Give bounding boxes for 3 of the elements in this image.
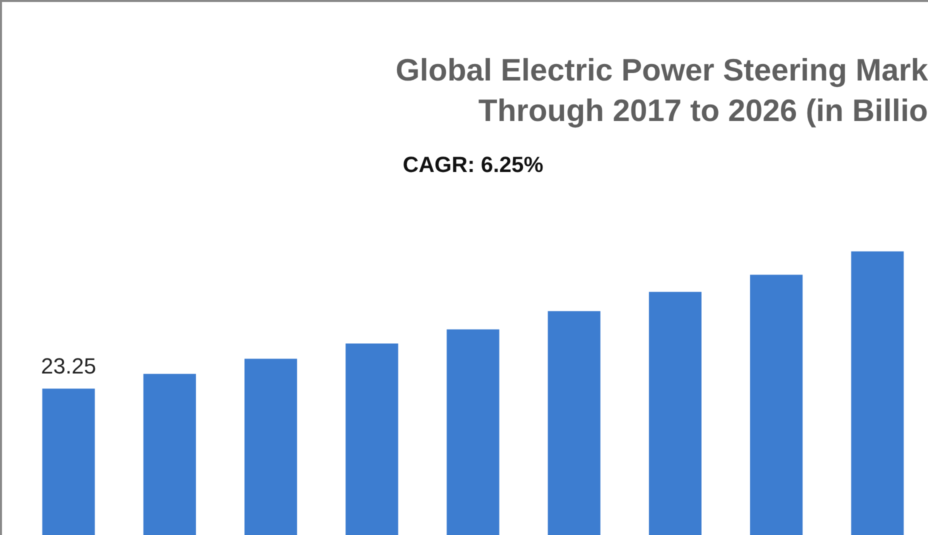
data-label: 23.25	[41, 354, 96, 379]
chart-subtitle: CAGR: 6.25%	[402, 152, 544, 177]
chart-title: Global Electric Power Steering Mark Through 2017 to 2026 (in Billio	[396, 52, 928, 128]
